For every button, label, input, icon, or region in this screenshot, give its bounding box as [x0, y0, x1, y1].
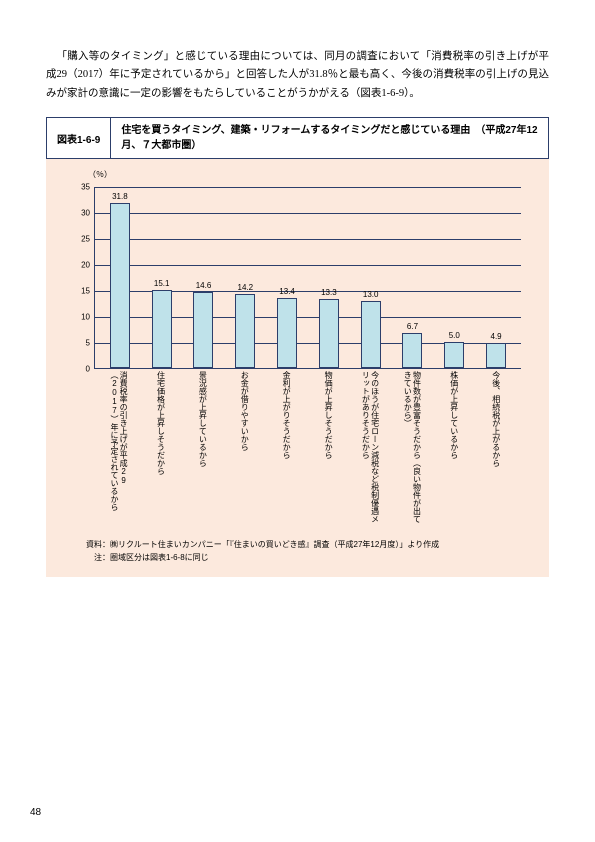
- bar-slot: 5.0: [433, 187, 475, 368]
- bar: [444, 342, 464, 368]
- bar-slot: 13.4: [266, 187, 308, 368]
- y-tick-label: 15: [66, 287, 94, 296]
- x-axis-label: 今のほうが住宅ローン減税など税制優遇メリットがありそうだから: [349, 371, 391, 526]
- chart: （％） 0 5 10 15 20 25 30 35 31.8 15.1 14.6 14.2 13.4 1…: [46, 159, 549, 535]
- x-axis-label: 今後、相続税が上がるから: [475, 371, 517, 526]
- bar: [235, 294, 255, 368]
- y-tick-label: 35: [66, 183, 94, 192]
- figure-header: 図表1-6-9 住宅を買うタイミング、建築・リフォームするタイミングだと感じてい…: [46, 117, 549, 159]
- y-tick-label: 30: [66, 209, 94, 218]
- x-axis-label: お金が借りやすいから: [224, 371, 266, 526]
- x-axis-label: 消費税率の引き上げが平成29（2017）年に予定されているから: [98, 371, 140, 526]
- bar-value-label: 6.7: [407, 322, 418, 331]
- y-tick-label: 0: [66, 365, 94, 374]
- figure-notes: 資料：㈱リクルート住まいカンパニー「『住まいの買いどき感』調査（平成27年12月…: [46, 535, 549, 565]
- bar-slot: 15.1: [141, 187, 183, 368]
- figure-source: 資料：㈱リクルート住まいカンパニー「『住まいの買いどき感』調査（平成27年12月…: [86, 539, 529, 552]
- bar: [152, 290, 172, 369]
- bar-value-label: 31.8: [112, 192, 128, 201]
- bar: [319, 299, 339, 368]
- bar-slot: 4.9: [475, 187, 517, 368]
- bar-slot: 13.3: [308, 187, 350, 368]
- figure-note: 注：圏域区分は図表1-6-8に同じ: [86, 552, 529, 565]
- bar: [361, 301, 381, 369]
- bar: [193, 292, 213, 368]
- page-number: 48: [30, 807, 41, 818]
- figure-1-6-9: 図表1-6-9 住宅を買うタイミング、建築・リフォームするタイミングだと感じてい…: [46, 117, 549, 577]
- figure-number: 図表1-6-9: [47, 118, 111, 158]
- bar-slot: 14.2: [224, 187, 266, 368]
- y-tick-label: 10: [66, 313, 94, 322]
- bar-value-label: 13.3: [321, 288, 337, 297]
- bar-slot: 31.8: [99, 187, 141, 368]
- bar-value-label: 13.0: [363, 290, 379, 299]
- y-tick-label: 20: [66, 261, 94, 270]
- x-axis-label: 景況感が上昇しているから: [182, 371, 224, 526]
- bar-value-label: 15.1: [154, 279, 170, 288]
- y-axis-unit: （％）: [88, 169, 112, 180]
- bar: [402, 333, 422, 368]
- y-tick-label: 25: [66, 235, 94, 244]
- body-paragraph: 「購入等のタイミング」と感じている理由については、同月の調査において「消費税率の…: [46, 48, 549, 103]
- bar-value-label: 14.2: [238, 283, 254, 292]
- x-axis-label: 物価が上昇しそうだから: [308, 371, 350, 526]
- figure-title: 住宅を買うタイミング、建築・リフォームするタイミングだと感じている理由 （平成2…: [111, 118, 548, 158]
- plot-area: 31.8 15.1 14.6 14.2 13.4 13.3 13.0 6.7 5.0 4.9: [94, 187, 521, 369]
- bar-value-label: 14.6: [196, 281, 212, 290]
- bar-slot: 6.7: [392, 187, 434, 368]
- x-axis-label: 株価が上昇しているから: [433, 371, 475, 526]
- bar-value-label: 13.4: [279, 287, 295, 296]
- x-axis-label: 住宅価格が上昇しそうだから: [140, 371, 182, 526]
- bar-value-label: 5.0: [449, 331, 460, 340]
- bar: [277, 298, 297, 368]
- bar: [110, 203, 130, 368]
- bar-value-label: 4.9: [491, 332, 502, 341]
- y-tick-label: 5: [66, 339, 94, 348]
- x-axis-label: 物件数が豊富そうだから（良い物件が出てきているから）: [391, 371, 433, 526]
- bar: [486, 343, 506, 368]
- bar-slot: 14.6: [183, 187, 225, 368]
- x-axis-label: 金利が上がりそうだから: [266, 371, 308, 526]
- bar-slot: 13.0: [350, 187, 392, 368]
